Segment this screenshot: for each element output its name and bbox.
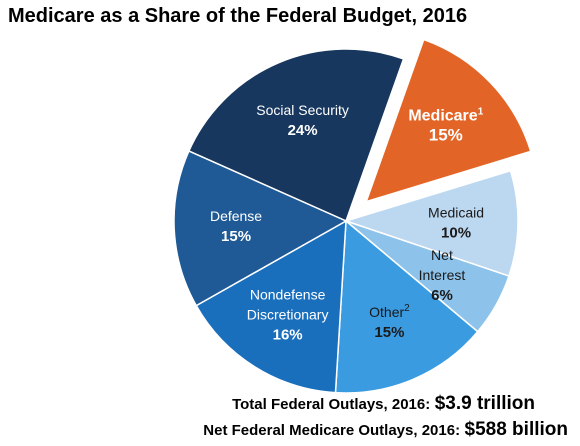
pie-slice-social-security	[187, 48, 405, 223]
slice-value-label: 16%	[273, 326, 303, 343]
slice-category-label: Interest	[419, 267, 466, 283]
slice-category-label: Nondefense	[250, 286, 326, 302]
slice-category-label: Net	[431, 247, 453, 263]
slice-label-other: Other2 15%	[369, 303, 410, 341]
slice-value-label: 6%	[431, 287, 453, 304]
slice-category-label: Discretionary	[247, 306, 329, 322]
slice-label-nondefense-discretionary: Nondefense Discretionary 16%	[247, 286, 329, 343]
slice-category-label: Medicaid	[428, 205, 484, 221]
pie-slice-medicaid	[343, 169, 519, 277]
slice-category-label: Other2	[369, 303, 410, 320]
slice-value-label: 15%	[221, 228, 251, 245]
slice-label-net-interest: Net Interest 6%	[419, 247, 466, 304]
total-outlays-footer: Total Federal Outlays, 2016: $3.9 trilli…	[232, 393, 535, 415]
medicare-outlays-footer: Net Federal Medicare Outlays, 2016: $588…	[203, 419, 568, 441]
slice-value-label: 10%	[441, 225, 471, 242]
slice-category-label: Medicare1	[408, 107, 483, 125]
medicare-outlays-label: Net Federal Medicare Outlays, 2016:	[203, 422, 461, 439]
slice-label-medicaid: Medicaid 10%	[428, 205, 484, 242]
footnote-marker: 2	[404, 303, 410, 314]
pie-slice-defense	[173, 150, 348, 307]
slice-value-label: 24%	[288, 122, 318, 139]
slice-label-defense: Defense 15%	[210, 208, 262, 245]
total-outlays-value: $3.9 trillion	[434, 393, 535, 414]
slice-value-label: 15%	[429, 126, 463, 145]
pie-slice-other	[334, 219, 479, 394]
pie-slice-nondefense-discretionary	[195, 219, 347, 394]
slice-category-label: Social Security	[256, 102, 349, 118]
slice-category-label: Defense	[210, 208, 262, 224]
chart-title: Medicare as a Share of the Federal Budge…	[8, 5, 468, 27]
slice-value-label: 15%	[374, 324, 404, 341]
total-outlays-label: Total Federal Outlays, 2016:	[232, 396, 431, 413]
footnote-marker: 1	[478, 107, 484, 118]
pie-slice-medicare	[365, 38, 532, 203]
medicare-outlays-value: $588 billion	[464, 419, 568, 440]
slice-label-social-security: Social Security 24%	[256, 102, 349, 139]
